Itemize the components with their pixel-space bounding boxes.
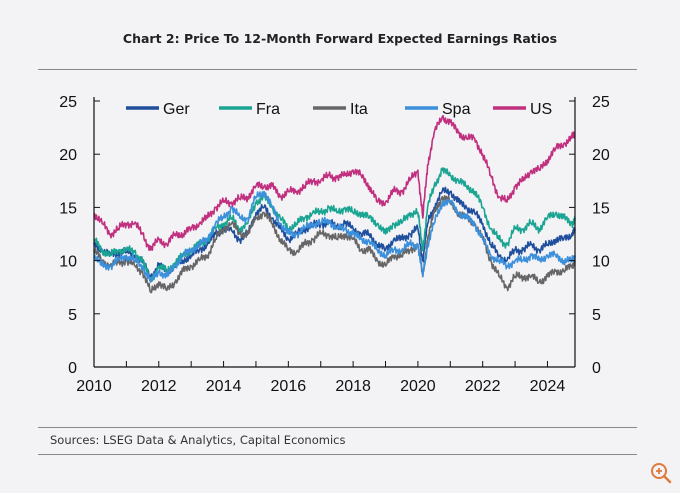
series-lines: [93, 114, 576, 294]
series-line-fra: [93, 167, 576, 283]
legend-label-ita: Ita: [350, 101, 368, 118]
series-line-spa: [94, 190, 576, 283]
title-divider: [38, 69, 637, 70]
source-divider-top: [38, 427, 637, 428]
legend-label-spa: Spa: [442, 101, 471, 118]
y-tick-label-left: 0: [68, 360, 77, 377]
legend-label-us: US: [530, 101, 552, 118]
source-note: Sources: LSEG Data & Analytics, Capital …: [50, 433, 346, 447]
x-tick-label: 2012: [141, 378, 177, 395]
legend-label-fra: Fra: [256, 101, 280, 118]
y-tick-label-left: 5: [68, 307, 77, 324]
y-tick-label-left: 25: [59, 94, 77, 111]
y-tick-label-right: 20: [592, 147, 610, 164]
x-tick-label: 2020: [400, 378, 436, 395]
series-line-us: [93, 114, 576, 251]
y-tick-label-right: 0: [592, 360, 601, 377]
source-divider-bottom: [38, 454, 637, 455]
x-tick-label: 2024: [530, 378, 566, 395]
legend-label-ger: Ger: [163, 101, 190, 118]
y-tick-label-right: 10: [592, 254, 610, 271]
y-tick-label-left: 10: [59, 254, 77, 271]
zoom-in-icon[interactable]: [648, 460, 674, 486]
x-tick-label: 2014: [206, 378, 242, 395]
legend: Ger Fra Ita Spa US: [126, 101, 552, 118]
x-tick-label: 2010: [76, 378, 112, 395]
y-tick-label-right: 15: [592, 200, 610, 217]
y-tick-label-left: 15: [59, 200, 77, 217]
x-tick-label: 2018: [335, 378, 371, 395]
y-tick-label-right: 25: [592, 94, 610, 111]
x-tick-label: 2016: [271, 378, 307, 395]
y-tick-label-left: 20: [59, 147, 77, 164]
chart-title: Chart 2: Price To 12-Month Forward Expec…: [122, 31, 558, 46]
series-line-ita: [93, 195, 576, 294]
y-tick-label-right: 5: [592, 307, 601, 324]
x-tick-label: 2022: [465, 378, 501, 395]
